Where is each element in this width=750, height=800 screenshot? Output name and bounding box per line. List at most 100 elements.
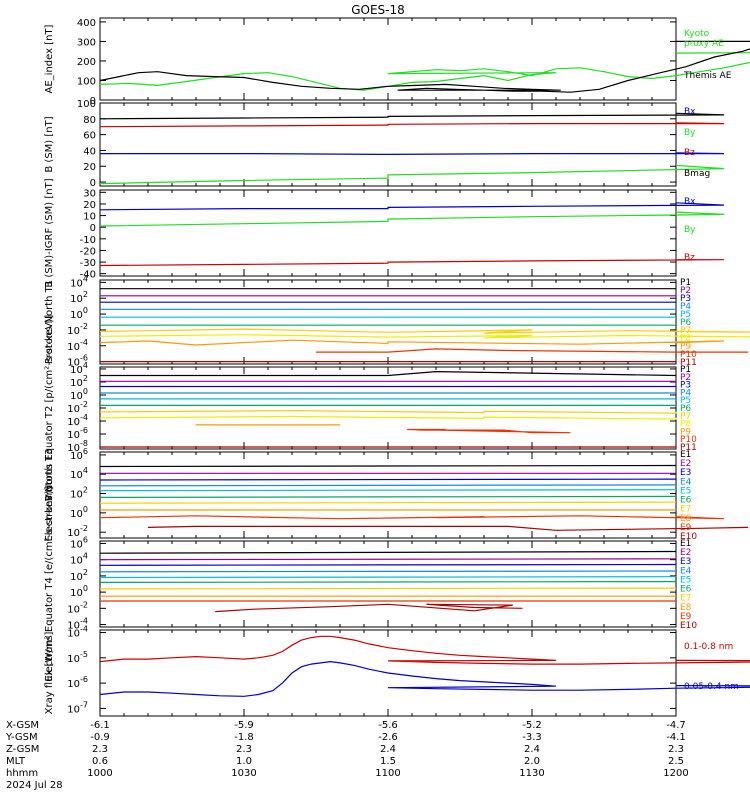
legend-P1: P1 <box>680 278 691 288</box>
series-line-By <box>99 164 725 185</box>
y-tick-label: 102 <box>70 486 88 501</box>
y-axis-label: Protons North T1 <box>44 280 55 364</box>
y-tick-label: 100 <box>70 505 88 520</box>
y-tick-label: 400 <box>77 18 96 29</box>
footer-row-label: MLT <box>6 756 26 767</box>
y-tick-label: 102 <box>70 290 88 305</box>
legend-E4: E4 <box>680 477 692 487</box>
legend-P2: P2 <box>680 373 691 383</box>
legend-P10: P10 <box>680 435 697 445</box>
panel-8: 10-4 10-5 10-6 10-7 Xray flux [W/m²] 0.1-0.8 … <box>44 625 750 717</box>
legend-P11: P11 <box>680 443 697 453</box>
y-tick-label: 10-6 <box>67 675 88 690</box>
legend-P8: P8 <box>680 420 691 430</box>
legend-P9: P9 <box>680 342 691 352</box>
series-line-By <box>99 211 725 227</box>
footer-row-label: 2024 Jul 28 <box>6 780 63 791</box>
footer-value-x: -5.2 <box>522 720 542 731</box>
footer-value-mlt: 2.0 <box>524 756 540 767</box>
legend-E2: E2 <box>680 459 691 469</box>
legend-P6: P6 <box>680 318 691 328</box>
series-line-E7 <box>99 587 677 590</box>
y-tick-label: 0 <box>90 178 96 189</box>
legend-Bz: Bz <box>684 148 695 158</box>
y-tick-label: 60 <box>83 131 96 142</box>
y-tick-label: 20 <box>83 200 96 211</box>
footer-value-hhmm: 1030 <box>231 768 256 779</box>
footer-value-z: 2.4 <box>380 744 396 755</box>
y-tick-label: 10-8 <box>67 439 88 454</box>
footer-value-z: 2.3 <box>668 744 684 755</box>
legend-P9: P9 <box>680 427 691 437</box>
series-line-E4 <box>99 570 677 573</box>
footer-row-label: Z-GSM <box>6 744 39 755</box>
footer-value-mlt: 1.5 <box>380 756 396 767</box>
y-tick-label: 10-4 <box>67 338 88 353</box>
series-line-E6 <box>99 495 677 498</box>
footer-value-hhmm: 1100 <box>375 768 400 779</box>
y-tick-label: 100 <box>77 99 96 110</box>
series-line-E6 <box>99 580 677 584</box>
legend-E5: E5 <box>680 575 691 585</box>
y-tick-label: 300 <box>77 37 96 48</box>
legend-Bmag: Bmag <box>684 169 710 179</box>
y-tick-label: 104 <box>70 552 88 567</box>
y-tick-label: 30 <box>83 188 96 199</box>
footer-value-mlt: 1.0 <box>236 756 252 767</box>
legend-P5: P5 <box>680 396 691 406</box>
series-line-P8 <box>99 415 677 420</box>
legend-E1: E1 <box>680 539 691 549</box>
series-line-Bz <box>99 122 725 128</box>
footer-value-y: -4.1 <box>666 732 686 743</box>
series-line-0.05-0.4 nm <box>99 660 750 697</box>
legend-P3: P3 <box>680 294 691 304</box>
y-axis-label: B (SM) [nT] <box>44 116 55 172</box>
plot-frame <box>99 451 677 539</box>
footer-row-label: Y-GSM <box>5 732 38 743</box>
legend-E10: E10 <box>680 532 697 542</box>
legend-E9: E9 <box>680 612 692 622</box>
legend-P10: P10 <box>680 350 697 360</box>
y-tick-label: 104 <box>70 466 88 481</box>
y-tick-label: 100 <box>77 76 96 87</box>
series-line-Bx <box>100 152 725 156</box>
series-line-E5 <box>99 576 677 579</box>
legend-themis-ae: Themis AE <box>683 71 732 81</box>
series-line-E5 <box>99 489 677 492</box>
y-tick-label: 10-4 <box>67 413 88 428</box>
legend-E8: E8 <box>680 603 692 613</box>
series-line-Bmag <box>99 112 725 120</box>
footer-value-x: -5.6 <box>378 720 398 731</box>
legend-E5: E5 <box>680 486 691 496</box>
y-tick-label: -10 <box>80 235 96 246</box>
y-tick-label: 100 <box>70 306 88 321</box>
y-tick-label: 0 <box>90 96 96 107</box>
y-axis-label: Electrons Equator T4 [e/(cm²-s-sr-keV)] <box>44 486 55 681</box>
y-tick-label: -20 <box>80 246 96 257</box>
legend-P6: P6 <box>680 404 691 414</box>
y-tick-label: 10-2 <box>67 322 88 337</box>
series-line-P9 <box>99 339 725 346</box>
series-line-E1 <box>99 464 677 468</box>
y-tick-label: 80 <box>83 115 96 126</box>
y-tick-label: 10-2 <box>67 600 88 615</box>
legend-By: By <box>684 225 696 235</box>
series-line-E3 <box>99 563 677 566</box>
series-line-P10 <box>407 428 571 434</box>
legend-E9: E9 <box>680 523 692 533</box>
y-axis-label: B (SM)-IGRF (SM) [nT] <box>44 178 55 287</box>
legend-E1: E1 <box>680 450 691 460</box>
series-line-E4 <box>99 484 677 487</box>
y-tick-label: 10-4 <box>67 625 88 640</box>
y-tick-label: 10-6 <box>67 426 88 441</box>
footer-value-y: -0.9 <box>90 732 110 743</box>
legend-E8: E8 <box>680 514 692 524</box>
legend-P3: P3 <box>680 381 691 391</box>
y-axis-label: Xray flux [W/m²] <box>44 632 55 715</box>
legend-E6: E6 <box>680 496 692 506</box>
